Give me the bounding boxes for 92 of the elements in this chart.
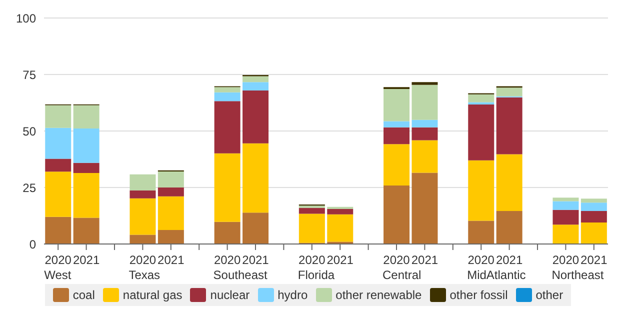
legend-label: other — [534, 288, 564, 302]
bar — [580, 198, 607, 203]
text: West — [44, 268, 72, 282]
bar — [158, 171, 184, 188]
x-tick-label: 2020 — [44, 253, 72, 267]
bar — [45, 128, 72, 159]
bar — [384, 121, 410, 128]
legend-label: hydro — [276, 288, 308, 302]
bar — [412, 120, 438, 128]
bar — [384, 185, 410, 244]
x-tick-label: 2021 — [326, 253, 354, 267]
bar — [214, 101, 240, 154]
bar — [580, 211, 607, 223]
bar — [73, 162, 100, 174]
text: Northeast — [552, 268, 604, 282]
bar — [298, 214, 325, 243]
bar — [552, 198, 579, 202]
bar — [298, 208, 325, 214]
bar — [158, 230, 184, 244]
x-tick-label: 2021 — [242, 253, 270, 267]
bar — [496, 211, 522, 244]
x-tick-label: 2021 — [580, 253, 608, 267]
x-tick-label: 2021 — [158, 253, 185, 267]
bar — [496, 97, 522, 154]
bar — [130, 190, 156, 198]
bar — [580, 222, 607, 244]
bar — [73, 128, 100, 163]
x-tick-label: 2021 — [72, 253, 100, 267]
bar — [468, 220, 494, 244]
bar — [468, 160, 494, 221]
x-tick-label: 2020 — [552, 253, 580, 267]
bar — [412, 140, 438, 173]
text: Southeast — [213, 268, 268, 282]
x-tick-label: 2020 — [129, 253, 156, 267]
bar — [45, 105, 72, 128]
bar — [242, 90, 269, 144]
bar — [73, 218, 100, 244]
x-tick-label: 2020 — [298, 253, 326, 267]
legend-label: other fossil — [448, 288, 508, 302]
bar — [73, 105, 100, 129]
x-tick-label: 2020 — [468, 253, 495, 267]
bar — [214, 222, 240, 244]
bar — [496, 154, 522, 212]
y-tick-label: 0 — [29, 237, 36, 252]
bar — [158, 196, 184, 230]
bar — [468, 94, 494, 102]
x-tick-label: 2021 — [496, 253, 523, 267]
y-tick-label: 25 — [22, 180, 36, 195]
legend-label: nuclear — [209, 288, 250, 302]
bar — [384, 144, 410, 186]
bar — [130, 234, 156, 244]
bar — [214, 153, 240, 222]
bar — [242, 82, 269, 91]
bar — [158, 188, 184, 196]
bar — [45, 158, 72, 172]
bar — [384, 127, 410, 144]
text: Florida — [298, 268, 335, 282]
bar — [130, 174, 156, 190]
bar — [496, 88, 522, 96]
legend-label: other renewable — [334, 288, 422, 302]
text: MidAtlantic — [467, 268, 526, 282]
bar — [214, 87, 240, 92]
y-tick-label: 50 — [22, 124, 36, 138]
text: Central — [382, 268, 422, 282]
bar — [552, 224, 579, 244]
legend-label: natural gas — [122, 288, 182, 302]
bar — [412, 172, 438, 244]
bar — [130, 198, 156, 235]
y-tick-label: 75 — [22, 68, 36, 82]
x-tick-label: 2020 — [214, 253, 241, 267]
bar — [552, 201, 579, 210]
bar — [384, 88, 410, 122]
bar — [45, 216, 72, 244]
bar — [412, 82, 438, 85]
bar — [552, 210, 579, 225]
bar — [327, 208, 354, 214]
bar — [327, 214, 354, 242]
bar — [214, 92, 240, 102]
bar — [45, 172, 72, 217]
y-tick-label: 100 — [16, 11, 36, 26]
bar — [412, 127, 438, 140]
bar — [242, 212, 269, 244]
x-tick-label: 2021 — [411, 253, 438, 267]
bar — [580, 202, 607, 212]
bar — [412, 84, 438, 120]
bar — [242, 143, 269, 213]
bar — [468, 104, 494, 160]
bar — [73, 173, 100, 218]
bar — [242, 76, 269, 82]
x-tick-label: 2020 — [383, 253, 410, 267]
legend-label: coal — [72, 288, 95, 302]
text: Texas — [128, 268, 160, 282]
